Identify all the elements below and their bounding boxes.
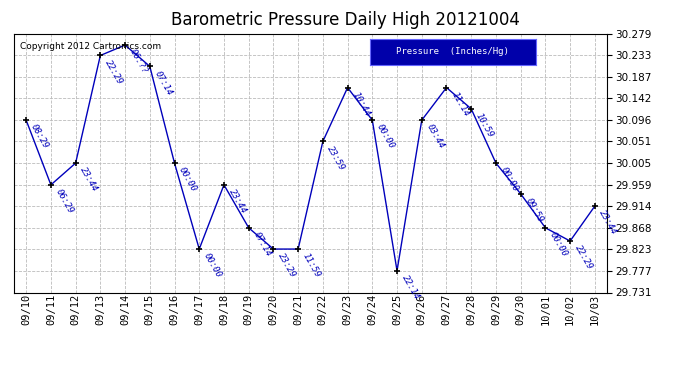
- Text: 07:14: 07:14: [251, 231, 273, 258]
- Text: 23:44: 23:44: [227, 188, 248, 215]
- Text: 22:29: 22:29: [573, 244, 594, 272]
- Text: 00:00: 00:00: [548, 231, 569, 258]
- Text: 23:44: 23:44: [79, 166, 99, 194]
- Text: Barometric Pressure Daily High 20121004: Barometric Pressure Daily High 20121004: [170, 11, 520, 29]
- Text: 03:44: 03:44: [424, 123, 446, 151]
- Text: 23:29: 23:29: [276, 252, 297, 280]
- Text: Copyright 2012 Cartronics.com: Copyright 2012 Cartronics.com: [20, 42, 161, 51]
- Text: 23:44: 23:44: [598, 209, 619, 237]
- Text: 10:59: 10:59: [474, 112, 495, 140]
- Text: 22:29: 22:29: [103, 58, 124, 86]
- Text: 11:14: 11:14: [449, 90, 471, 118]
- Text: 09:59: 09:59: [524, 196, 544, 224]
- Text: 00:00: 00:00: [202, 252, 224, 280]
- Text: 11:59: 11:59: [301, 252, 322, 280]
- Text: 23:59: 23:59: [326, 144, 347, 172]
- Text: 06:??: 06:??: [128, 48, 149, 76]
- Text: 00:00: 00:00: [499, 166, 520, 194]
- Text: 00:00: 00:00: [177, 166, 199, 194]
- Text: 07:14: 07:14: [152, 69, 174, 97]
- Text: 10:44: 10:44: [351, 90, 372, 118]
- Text: 22:14: 22:14: [400, 273, 421, 302]
- Text: 06:29: 06:29: [54, 188, 75, 215]
- Text: 00:00: 00:00: [375, 123, 396, 151]
- Text: 08:29: 08:29: [29, 123, 50, 151]
